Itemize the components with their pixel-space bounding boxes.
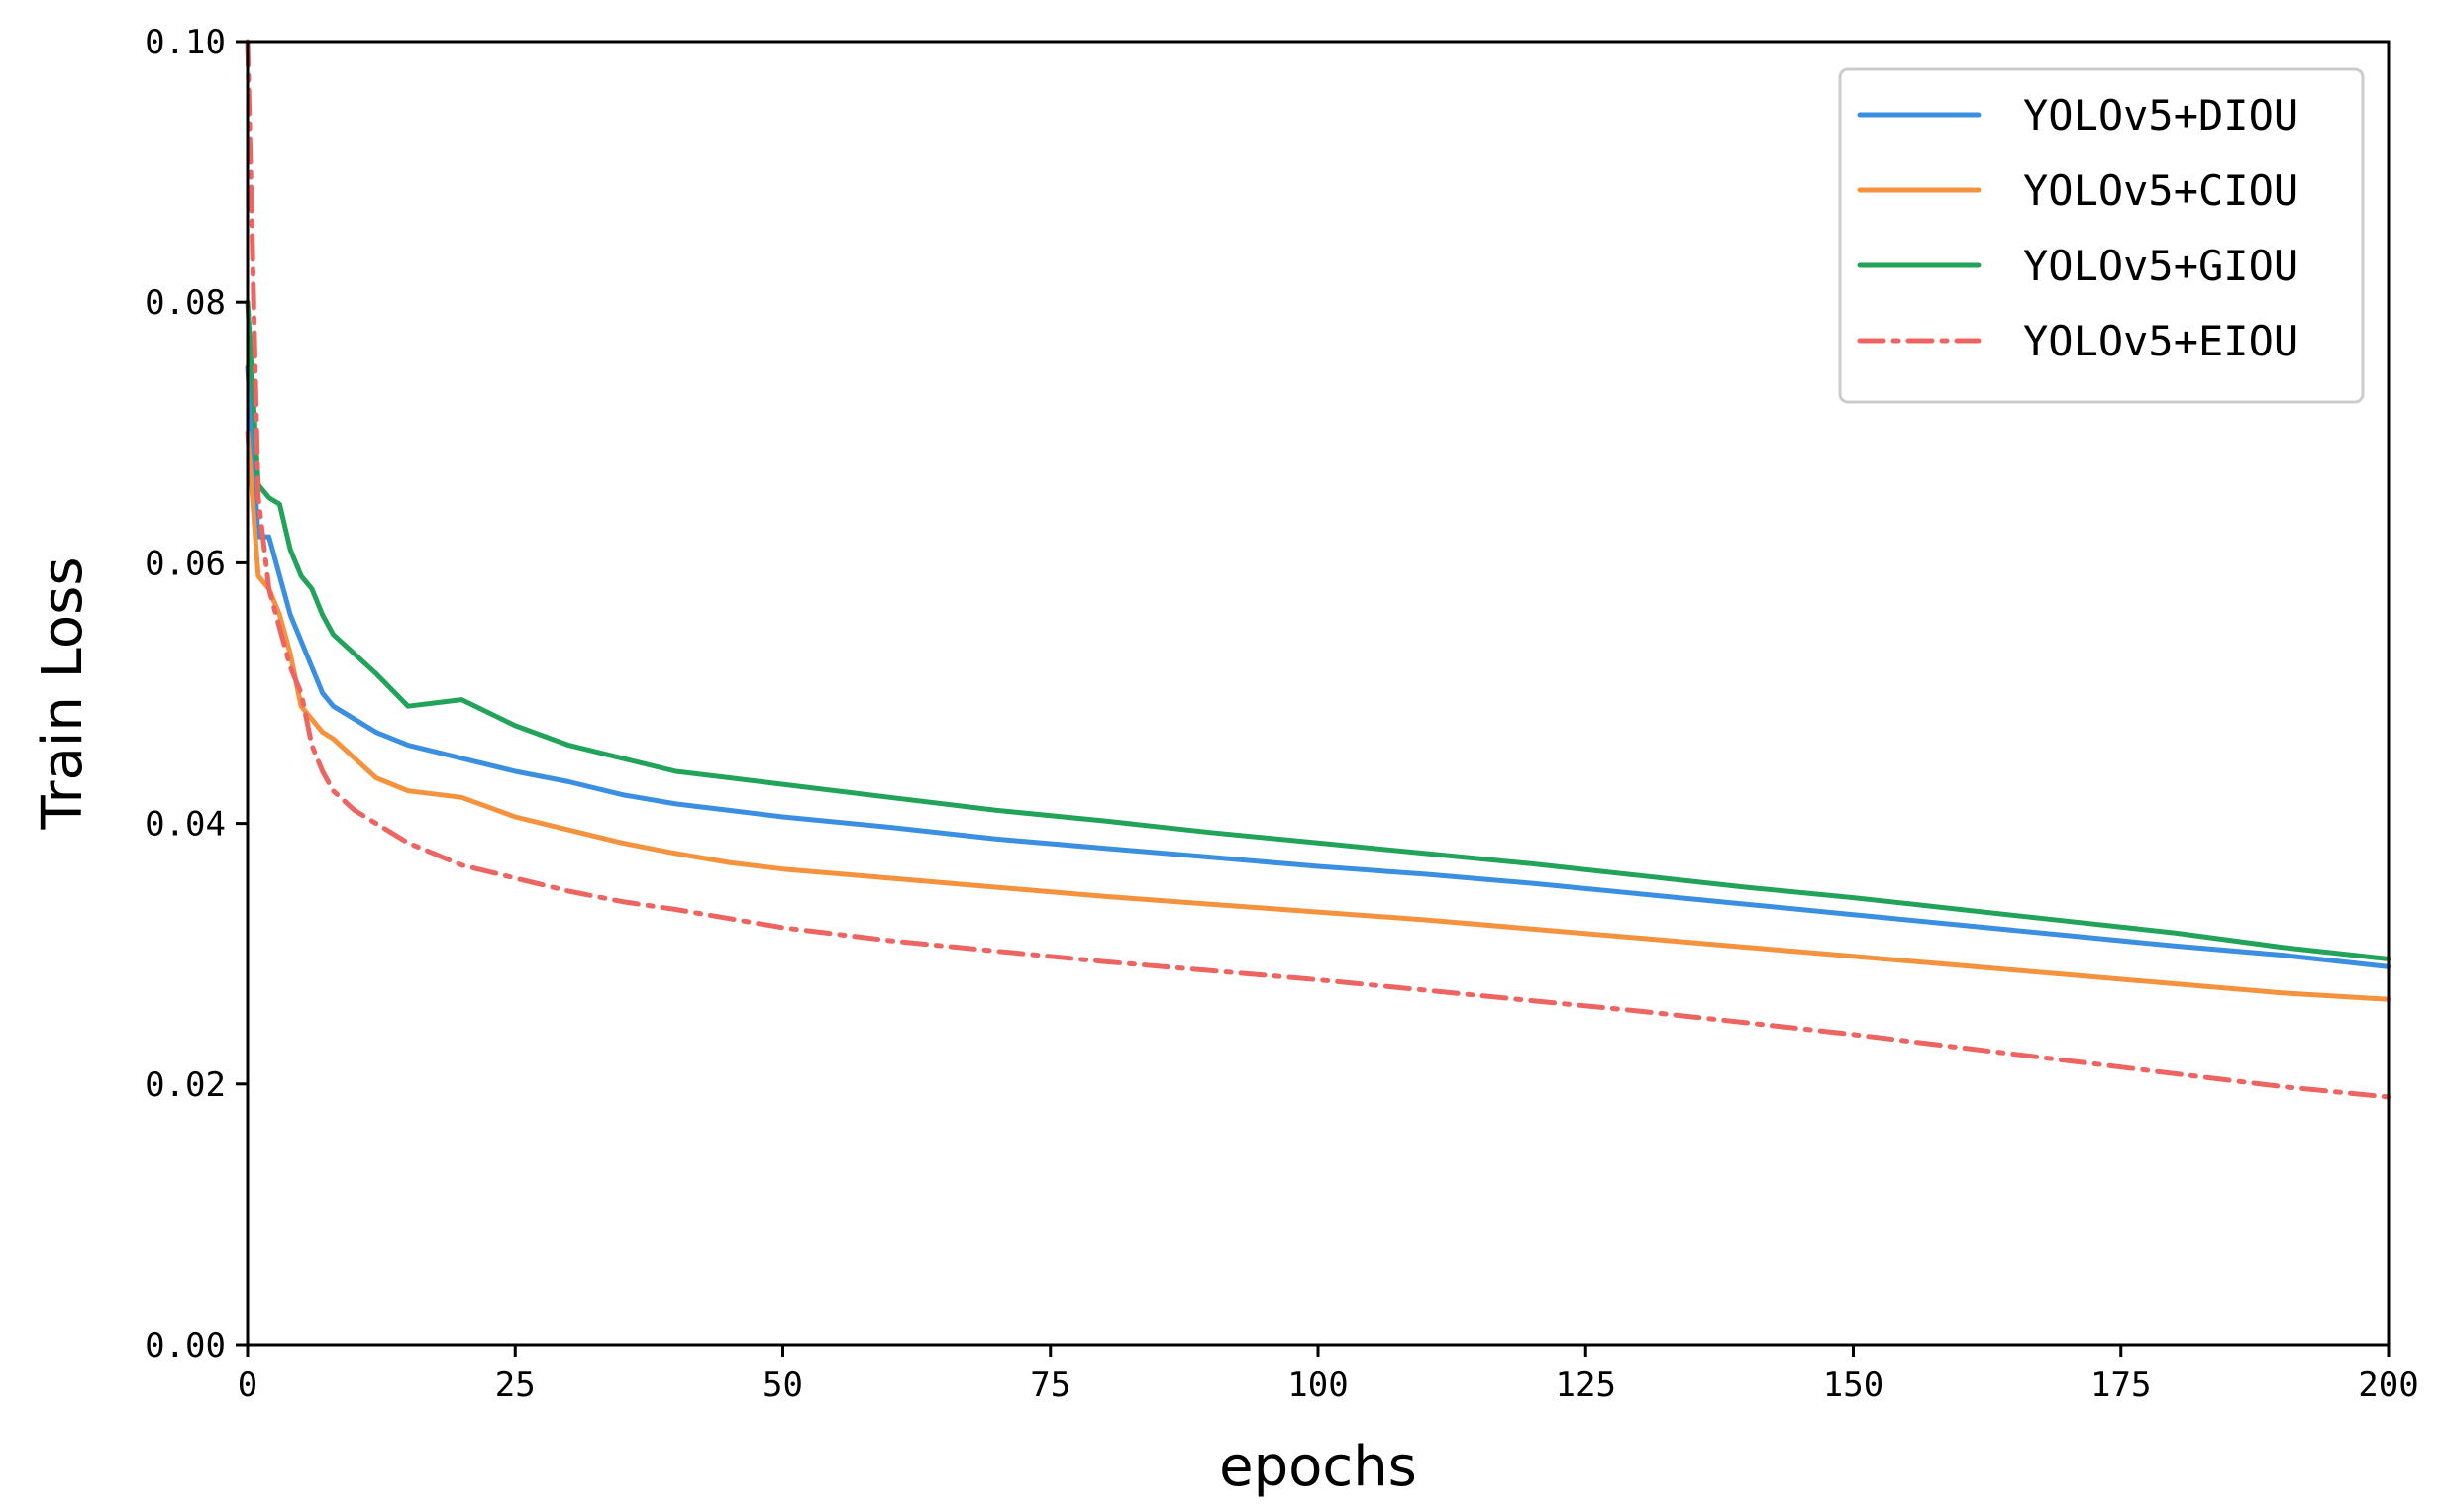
legend: YOLOv5+DIOU YOLOv5+CIOU YOLOv5+GIOU YOLOv5+…	[1838, 67, 2365, 404]
x-tick-label: 150	[1823, 1365, 1883, 1405]
y-tick-label: 0.02	[145, 1065, 226, 1105]
x-tick-label: 125	[1556, 1365, 1616, 1405]
series-layer	[245, 39, 2391, 1100]
y-tick-label: 0.06	[145, 544, 226, 583]
y-tick-label: 0.04	[145, 805, 226, 845]
y-tick-label: 0.08	[145, 283, 226, 323]
x-tick-label: 50	[763, 1365, 803, 1405]
series-line-2	[245, 299, 2391, 961]
series-line-1	[245, 430, 2391, 1002]
y-tick-label: 0.00	[145, 1326, 226, 1365]
y-tick-label: 0.10	[145, 23, 226, 62]
x-tick-label: 100	[1287, 1365, 1348, 1405]
x-axis-label: epochs	[1219, 1435, 1417, 1499]
x-tick-label: 25	[495, 1365, 536, 1405]
series-line-0	[245, 364, 2391, 969]
legend-label: YOLOv5+EIOU	[2023, 317, 2298, 365]
x-tick-label: 175	[2090, 1365, 2151, 1405]
legend-label: YOLOv5+DIOU	[2023, 91, 2298, 140]
series-line-3	[245, 39, 2391, 1100]
x-tick-label: 0	[238, 1365, 257, 1405]
legend-box	[1838, 67, 2365, 404]
legend-label: YOLOv5+GIOU	[2023, 242, 2298, 290]
x-tick-label: 200	[2358, 1365, 2418, 1405]
ticks-layer: 0 25 50 75 100 125 150 175 200 0.00 0.02 0.04 0.06 0.…	[145, 23, 2419, 1405]
y-axis-label: Train Loss	[31, 557, 95, 831]
legend-label: YOLOv5+CIOU	[2023, 166, 2298, 215]
x-tick-label: 75	[1030, 1365, 1070, 1405]
